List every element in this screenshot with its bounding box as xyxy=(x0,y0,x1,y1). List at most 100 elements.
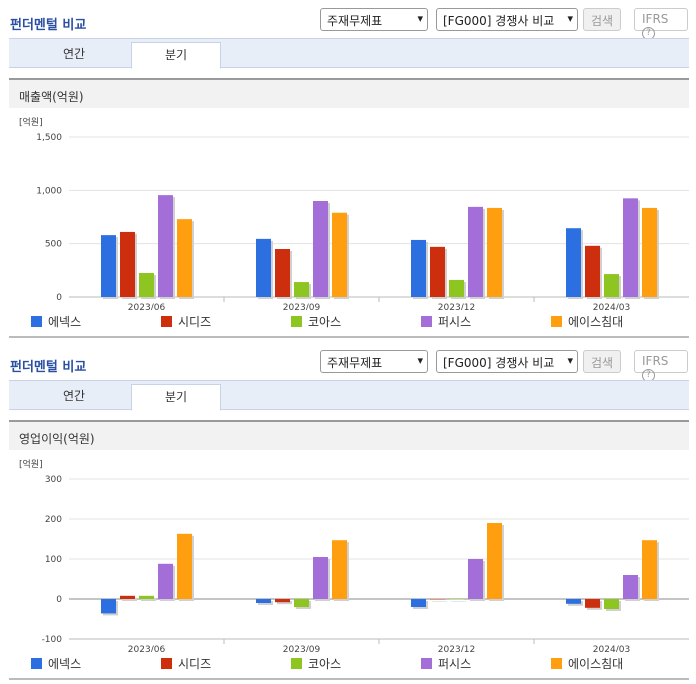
legend-swatch xyxy=(31,316,42,327)
y-tick-label: 0 xyxy=(56,293,62,303)
legend-label: 코아스 xyxy=(308,657,342,671)
bar-시디즈-2023/09 xyxy=(275,599,290,603)
bar-에넥스-2023/09 xyxy=(256,599,271,603)
section-header: 펀더멘털 비교 주재무제표 ▾ [FG000] 경쟁사 비교 ▾ 검색 IFRS… xyxy=(0,342,696,382)
bar-에넥스-2023/12 xyxy=(411,599,426,607)
legend-item[interactable]: 코아스 xyxy=(291,655,341,672)
bar-코아스-2024/03 xyxy=(604,599,619,609)
fundamental-section-operating-profit: 펀더멘털 비교 주재무제표 ▾ [FG000] 경쟁사 비교 ▾ 검색 IFRS… xyxy=(0,342,696,680)
legend-label: 에이스침대 xyxy=(568,315,624,329)
section-divider xyxy=(9,678,689,680)
y-tick-label: 1,000 xyxy=(36,186,62,196)
bar-코아스-2023/06 xyxy=(139,273,154,297)
chart-panel-header: 매출액(억원) xyxy=(9,78,689,108)
x-tick-label: 2024/03 xyxy=(593,303,630,310)
tab-annual[interactable]: 연간 xyxy=(62,47,86,61)
ifrs-button[interactable]: IFRS ? xyxy=(634,8,688,40)
section-header: 펀더멘털 비교 주재무제표 ▾ [FG000] 경쟁사 비교 ▾ 검색 IFRS… xyxy=(0,0,696,40)
y-tick-label: 100 xyxy=(45,555,62,565)
legend-swatch xyxy=(421,316,432,327)
bar-에이스침대-2023/09 xyxy=(332,540,347,599)
bar-에이스침대-2023/06 xyxy=(177,533,192,599)
y-tick-label: -100 xyxy=(42,635,63,645)
bar-시디즈-2024/03 xyxy=(585,599,600,608)
legend-label: 코아스 xyxy=(308,315,342,329)
y-unit-label: [억원] xyxy=(19,116,43,128)
legend-label: 에이스침대 xyxy=(568,657,624,671)
legend-swatch xyxy=(161,658,172,669)
bar-시디즈-2023/09 xyxy=(275,249,290,297)
chevron-down-icon: ▾ xyxy=(567,12,573,25)
bar-퍼시스-2024/03 xyxy=(623,198,638,297)
y-tick-label: 500 xyxy=(45,240,62,250)
x-tick-label: 2023/12 xyxy=(438,645,475,652)
y-tick-label: 1,500 xyxy=(36,133,62,143)
bar-시디즈-2024/03 xyxy=(585,245,600,297)
bar-에이스침대-2024/03 xyxy=(642,207,657,297)
y-unit-label: [억원] xyxy=(19,458,43,470)
bar-에이스침대-2023/09 xyxy=(332,212,347,297)
tab-quarterly[interactable]: 분기 xyxy=(131,42,221,69)
y-tick-label: 200 xyxy=(45,515,62,525)
tab-quarterly[interactable]: 분기 xyxy=(131,384,221,411)
legend-item[interactable]: 퍼시스 xyxy=(421,655,471,672)
y-tick-label: 0 xyxy=(56,595,62,605)
bar-시디즈-2023/12 xyxy=(430,246,445,297)
legend-item[interactable]: 시디즈 xyxy=(161,313,211,330)
legend-item[interactable]: 퍼시스 xyxy=(421,313,471,330)
section-divider xyxy=(9,336,689,338)
legend-swatch xyxy=(31,658,42,669)
compare-select[interactable]: [FG000] 경쟁사 비교 ▾ xyxy=(436,8,578,31)
bar-퍼시스-2023/06 xyxy=(158,195,173,297)
bar-시디즈-2023/12 xyxy=(430,599,445,600)
chevron-down-icon: ▾ xyxy=(417,354,423,367)
operating-profit-chart: [억원]300 200 100 0 -100 2023/06 2023/09 2023/12 2… xyxy=(19,458,689,652)
bar-퍼시스-2024/03 xyxy=(623,575,638,599)
chart-title: 매출액(억원) xyxy=(19,90,84,104)
bar-코아스-2023/09 xyxy=(294,282,309,297)
legend-item[interactable]: 에넥스 xyxy=(31,313,81,330)
x-tick-label: 2024/03 xyxy=(593,645,630,652)
legend-swatch xyxy=(421,658,432,669)
bar-퍼시스-2023/09 xyxy=(313,201,328,297)
legend-label: 퍼시스 xyxy=(438,315,472,329)
x-tick-label: 2023/09 xyxy=(283,303,321,310)
legend-label: 에넥스 xyxy=(48,657,82,671)
bar-퍼시스-2023/12 xyxy=(468,206,483,297)
chevron-down-icon: ▾ xyxy=(417,12,423,25)
bar-에이스침대-2023/06 xyxy=(177,219,192,297)
section-title: 펀더멘털 비교 xyxy=(10,360,87,375)
legend-item[interactable]: 에넥스 xyxy=(31,655,81,672)
bar-에넥스-2024/03 xyxy=(566,228,581,297)
report-type-value: 주재무제표 xyxy=(327,14,383,28)
report-type-select[interactable]: 주재무제표 ▾ xyxy=(320,350,428,373)
search-button[interactable]: 검색 xyxy=(583,8,622,31)
bar-에넥스-2023/06 xyxy=(101,599,116,614)
chart-title: 영업이익(억원) xyxy=(19,432,95,446)
legend-item[interactable]: 에이스침대 xyxy=(551,655,623,672)
report-type-select[interactable]: 주재무제표 ▾ xyxy=(320,8,428,31)
bar-shadow xyxy=(432,601,447,602)
bar-에넥스-2023/06 xyxy=(101,235,116,297)
tab-annual[interactable]: 연간 xyxy=(62,389,86,403)
bar-코아스-2023/09 xyxy=(294,599,309,607)
bar-에넥스-2023/09 xyxy=(256,238,271,297)
y-tick-label: 300 xyxy=(45,475,62,485)
compare-value: [FG000] 경쟁사 비교 xyxy=(443,14,555,28)
ifrs-label: IFRS xyxy=(642,12,669,26)
ifrs-label: IFRS xyxy=(642,354,669,368)
ifrs-button[interactable]: IFRS ? xyxy=(634,350,688,382)
compare-select[interactable]: [FG000] 경쟁사 비교 ▾ xyxy=(436,350,578,373)
search-button[interactable]: 검색 xyxy=(583,350,622,373)
bar-에넥스-2023/12 xyxy=(411,239,426,297)
x-tick-label: 2023/12 xyxy=(438,303,475,310)
legend-swatch xyxy=(551,658,562,669)
x-tick-label: 2023/06 xyxy=(128,645,166,652)
legend-label: 에넥스 xyxy=(48,315,82,329)
legend-item[interactable]: 코아스 xyxy=(291,313,341,330)
compare-value: [FG000] 경쟁사 비교 xyxy=(443,356,555,370)
legend-item[interactable]: 시디즈 xyxy=(161,655,211,672)
legend-item[interactable]: 에이스침대 xyxy=(551,313,623,330)
chart-legend: 에넥스 시디즈 코아스 퍼시스 에이스침대 xyxy=(9,655,689,673)
bar-코아스-2023/12 xyxy=(449,279,464,297)
